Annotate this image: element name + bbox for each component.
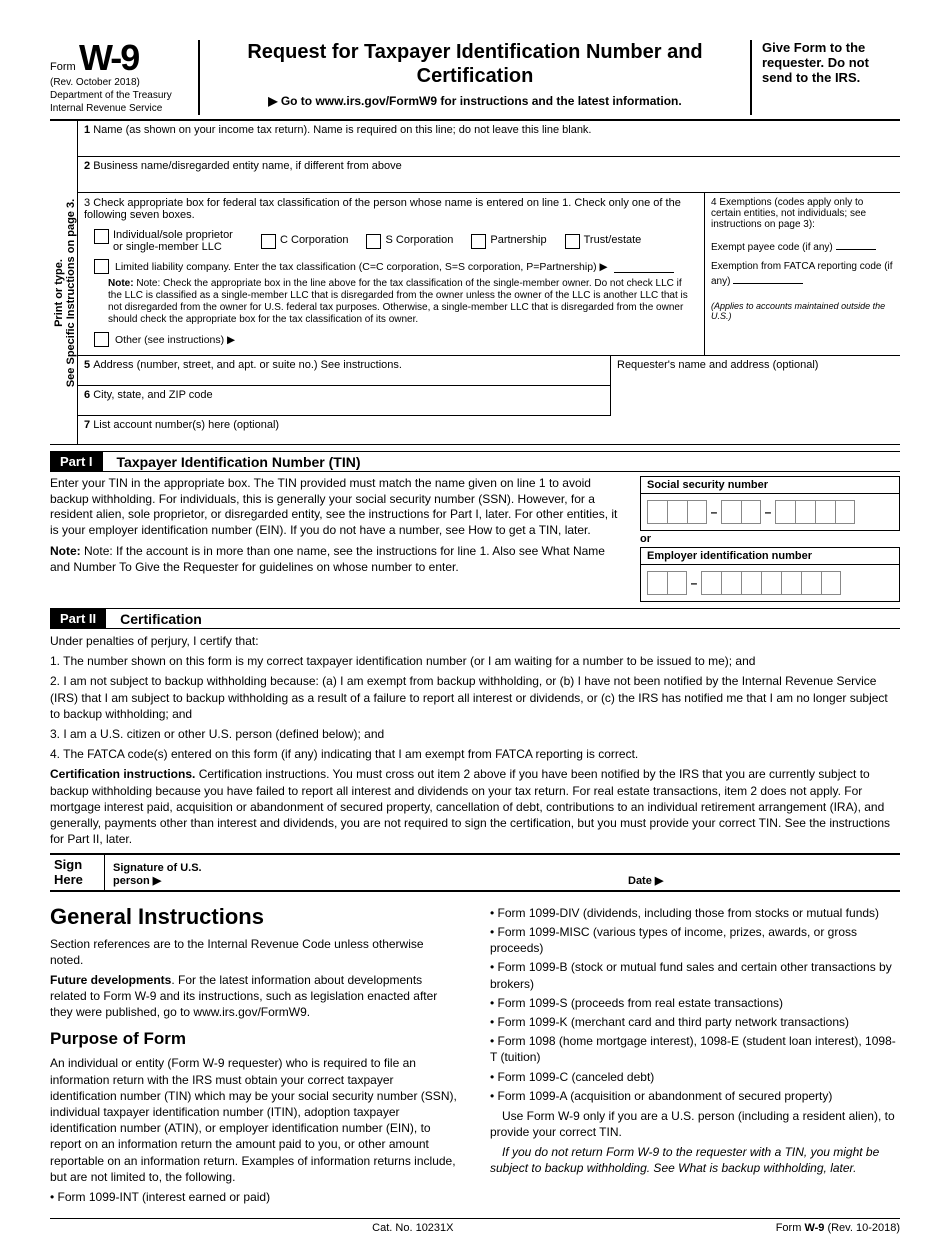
bullet-1099-a: • Form 1099-A (acquisition or abandonmen… [490,1088,900,1104]
form-label: Form [50,61,76,73]
cert-4: 4. The FATCA code(s) entered on this for… [50,746,900,762]
main-grid: Print or type.See Specific Instructions … [50,121,900,445]
checkbox-other[interactable] [94,332,109,347]
header-right: Give Form to the requester. Do not send … [750,40,900,115]
line-5[interactable]: 5 Address (number, street, and apt. or s… [78,356,610,386]
checkbox-c-corp[interactable]: C Corporation [261,234,348,249]
line-3: 3 Check appropriate box for federal tax … [78,193,705,355]
general-instructions: General Instructions Section references … [50,902,900,1208]
tin-section: Enter your TIN in the appropriate box. T… [50,476,900,602]
bullet-1099-div: • Form 1099-DIV (dividends, including th… [490,905,900,921]
line-3-intro: Check appropriate box for federal tax cl… [84,197,681,221]
checkbox-trust[interactable]: Trust/estate [565,234,642,249]
goto-link: ▶ Go to www.irs.gov/FormW9 for instructi… [210,94,740,108]
gi-p1: Section references are to the Internal R… [50,936,460,968]
line-2[interactable]: 2 Business name/disregarded entity name,… [78,157,900,193]
ssn-input[interactable]: – – [640,493,900,531]
fatca-input[interactable] [733,272,803,284]
line-4-intro: Exemptions (codes apply only to certain … [711,197,866,230]
side-label: Print or type.See Specific Instructions … [50,121,78,444]
line-7-label: List account number(s) here (optional) [93,419,279,431]
line-3-note: Note: Note: Check the appropriate box in… [108,278,698,326]
part-2-bar: Part II Certification [50,608,900,629]
bullet-1098: • Form 1098 (home mortgage interest), 10… [490,1033,900,1065]
cert-1: 1. The number shown on this form is my c… [50,653,900,669]
checkbox-partnership[interactable]: Partnership [471,234,546,249]
bullet-1099-misc: • Form 1099-MISC (various types of incom… [490,924,900,956]
fatca-note: (Applies to accounts maintained outside … [711,301,894,321]
sign-here-label: Sign Here [50,855,105,890]
bullet-1099-b: • Form 1099-B (stock or mutual fund sale… [490,959,900,991]
exempt-payee-label: Exempt payee code (if any) [711,242,833,253]
irs: Internal Revenue Service [50,102,190,115]
checkbox-llc[interactable] [94,259,109,274]
cert-3: 3. I am a U.S. citizen or other U.S. per… [50,726,900,742]
gi-p5: If you do not return Form W-9 to the req… [490,1144,900,1176]
signature-field[interactable]: Signature of U.S. person ▶ [105,855,620,890]
line-1[interactable]: 1 Name (as shown on your income tax retu… [78,121,900,157]
cert-intro: Under penalties of perjury, I certify th… [50,633,900,649]
form-number: W-9 [79,37,138,78]
llc-label: Limited liability company. Enter the tax… [115,261,608,273]
header-left: Form W-9 (Rev. October 2018) Department … [50,40,200,115]
line-6-label: City, state, and ZIP code [93,389,212,401]
bullet-1099-s: • Form 1099-S (proceeds from real estate… [490,995,900,1011]
bullet-1099-int: • Form 1099-INT (interest earned or paid… [50,1189,460,1205]
llc-class-input[interactable] [614,261,674,273]
date-field[interactable]: Date ▶ [620,855,900,890]
bullet-1099-k: • Form 1099-K (merchant card and third p… [490,1014,900,1030]
ssn-label: Social security number [640,476,900,493]
purpose-p: An individual or entity (Form W-9 reques… [50,1055,460,1185]
exempt-payee-input[interactable] [836,238,876,250]
sign-row: Sign Here Signature of U.S. person ▶ Dat… [50,853,900,892]
page-footer: Cat. No. 10231X Form W-9 (Rev. 10-2018) [50,1218,900,1234]
or-label: or [640,533,900,545]
purpose-heading: Purpose of Form [50,1028,460,1051]
line-5-label: Address (number, street, and apt. or sui… [93,359,402,371]
gi-p4: Use Form W-9 only if you are a U.S. pers… [490,1108,900,1140]
line-4: 4 Exemptions (codes apply only to certai… [705,193,900,355]
part-2-title: Certification [106,611,202,627]
checkbox-s-corp[interactable]: S Corporation [366,234,453,249]
cert-2: 2. I am not subject to backup withholdin… [50,673,900,722]
other-label: Other (see instructions) ▶ [115,334,235,346]
dept: Department of the Treasury [50,89,190,102]
form-header: Form W-9 (Rev. October 2018) Department … [50,40,900,121]
checkbox-individual[interactable]: Individual/sole proprietor or single-mem… [94,229,243,253]
line-1-label: Name (as shown on your income tax return… [93,124,591,136]
requester-address[interactable]: Requester's name and address (optional) [610,356,900,416]
line-2-label: Business name/disregarded entity name, i… [93,160,402,172]
line-7[interactable]: 7 List account number(s) here (optional) [78,416,900,444]
part-1-title: Taxpayer Identification Number (TIN) [103,454,361,470]
ein-input[interactable]: – [640,564,900,602]
footer-rev: Form W-9 (Rev. 10-2018) [776,1222,900,1234]
form-title: Request for Taxpayer Identification Numb… [210,40,740,88]
gi-heading: General Instructions [50,902,460,932]
form-lines: 1 Name (as shown on your income tax retu… [78,121,900,444]
part-1-bar: Part I Taxpayer Identification Number (T… [50,451,900,472]
tin-text-2: Note: If the account is in more than one… [50,544,605,574]
tin-text-1: Enter your TIN in the appropriate box. T… [50,476,617,537]
revision: (Rev. October 2018) [50,76,190,89]
part-1-tag: Part I [50,452,103,471]
bullet-1099-c: • Form 1099-C (canceled debt) [490,1069,900,1085]
certification: Under penalties of perjury, I certify th… [50,633,900,847]
line-6[interactable]: 6 City, state, and ZIP code [78,386,610,416]
part-2-tag: Part II [50,609,106,628]
header-center: Request for Taxpayer Identification Numb… [200,40,750,115]
side-label-text: Print or type.See Specific Instructions … [53,143,77,443]
cat-no: Cat. No. 10231X [50,1222,776,1234]
ein-label: Employer identification number [640,547,900,564]
